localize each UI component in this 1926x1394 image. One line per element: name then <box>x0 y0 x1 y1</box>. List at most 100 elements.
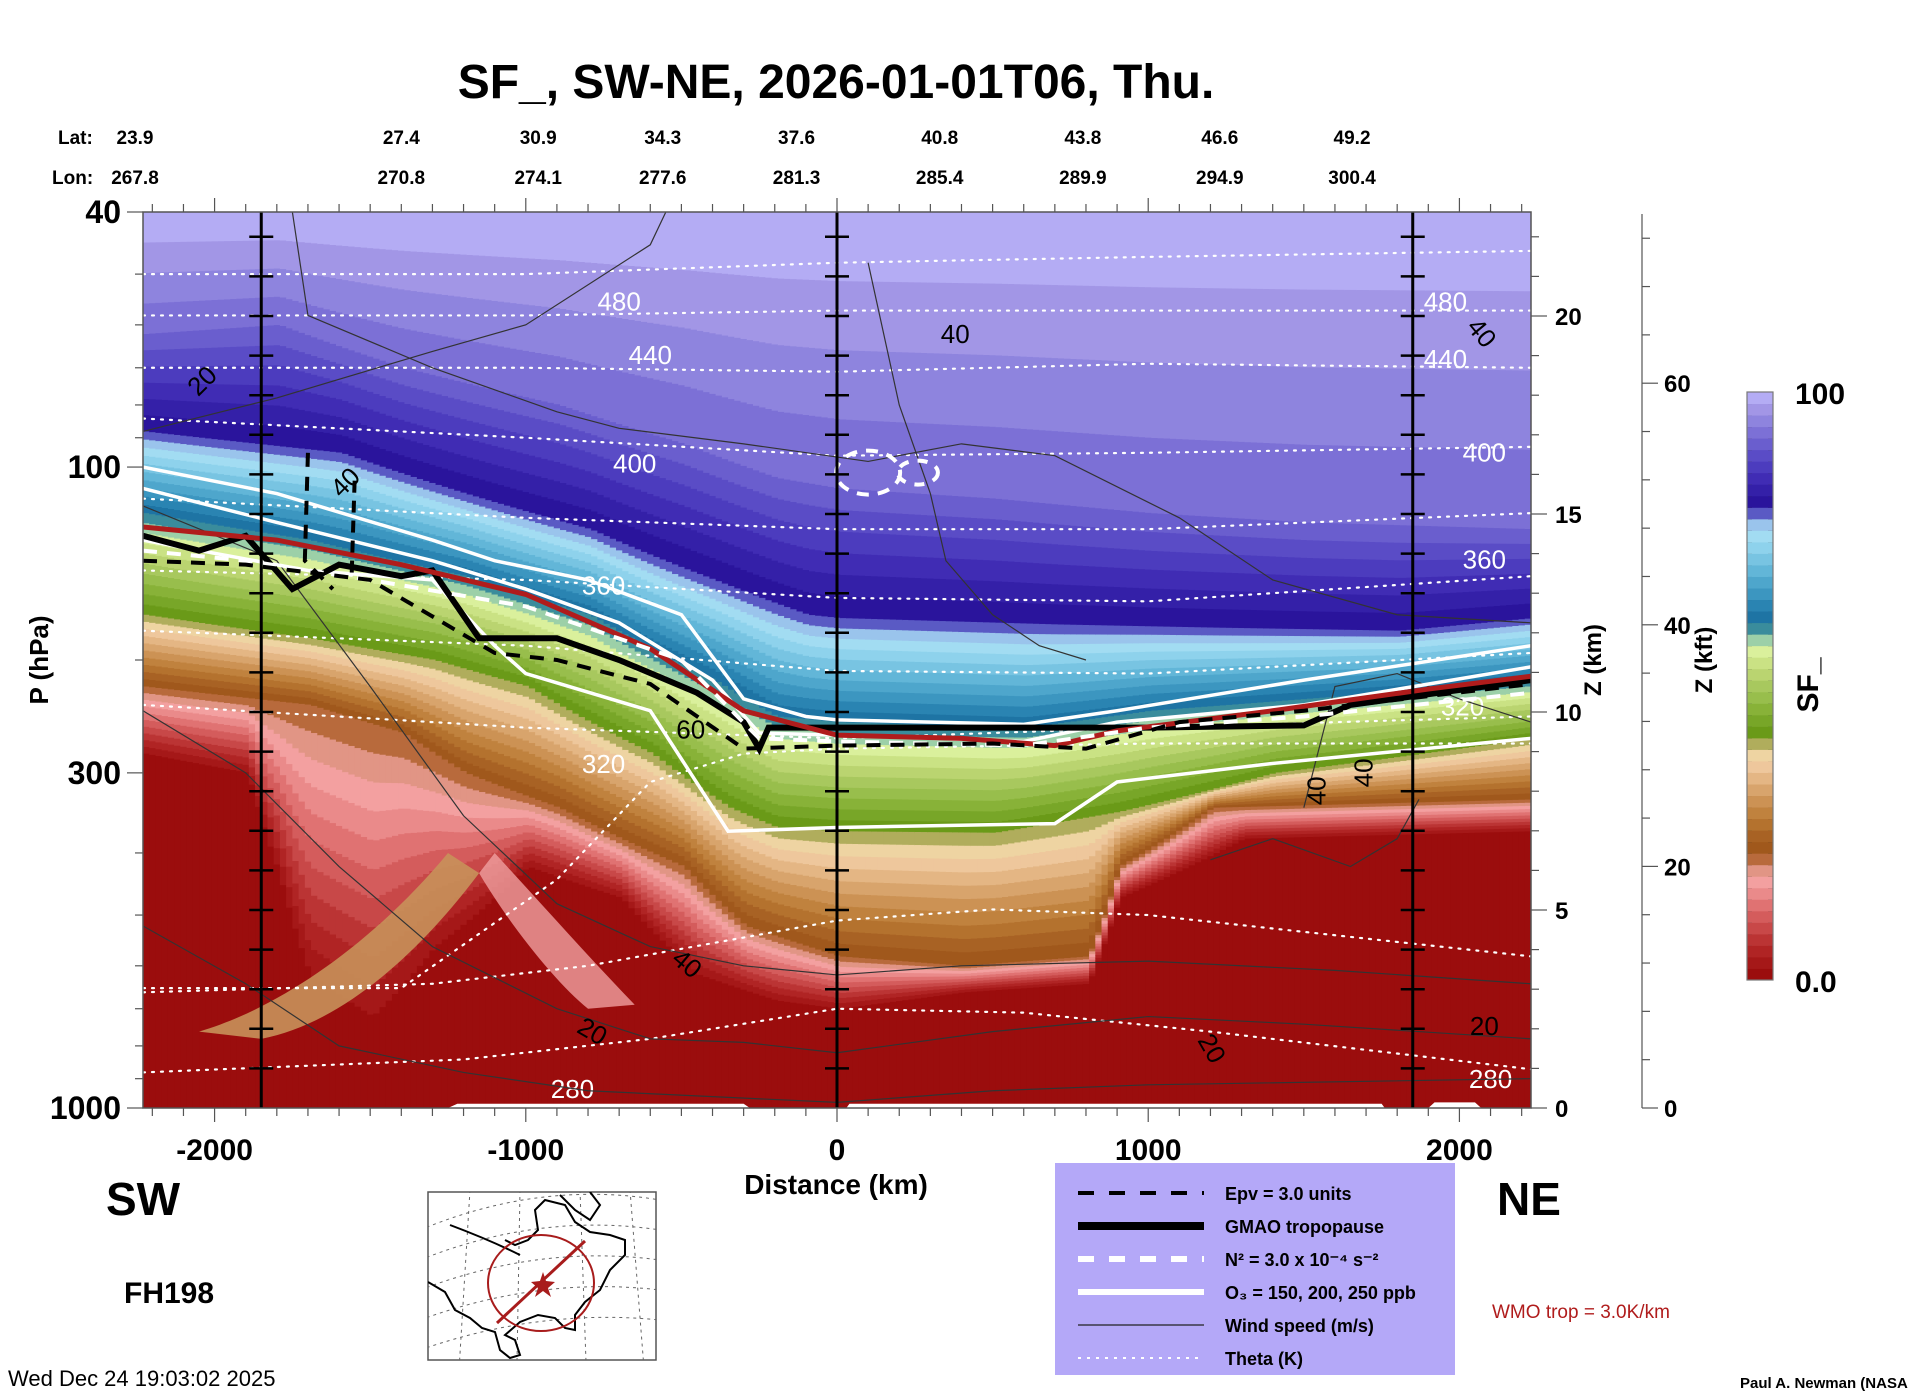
sf-band-cell <box>416 657 424 667</box>
sf-band-cell <box>647 322 654 379</box>
sf-band-cell <box>516 683 524 696</box>
sf-band-cell <box>298 448 306 459</box>
sf-band-cell <box>491 829 499 842</box>
sf-band-cell <box>678 741 686 753</box>
sf-band-cell <box>391 400 399 419</box>
sf-band-cell <box>510 549 518 559</box>
sf-band-cell <box>404 687 412 696</box>
sf-band-cell <box>678 911 686 922</box>
sf-band-cell <box>404 711 412 720</box>
sf-band-cell <box>199 685 206 694</box>
sf-band-cell <box>298 466 306 477</box>
sf-band-cell <box>149 741 157 749</box>
sf-band-cell <box>479 715 486 727</box>
sf-band-cell <box>367 678 374 687</box>
sf-band-cell <box>416 765 424 789</box>
sf-band-cell <box>143 439 150 449</box>
sf-band-cell <box>665 541 673 563</box>
sf-band-cell <box>391 606 399 617</box>
sf-band-cell <box>342 491 349 502</box>
sf-band-cell <box>223 674 231 683</box>
sf-band-cell <box>659 597 667 608</box>
sf-band-cell <box>236 467 244 478</box>
sf-band-cell <box>317 581 325 592</box>
sf-band-cell <box>566 860 574 868</box>
sf-band-cell <box>516 705 524 718</box>
sf-band-cell <box>329 603 337 614</box>
sf-band-cell <box>628 648 636 660</box>
sf-band-cell <box>684 212 692 271</box>
sf-band-cell <box>497 578 505 588</box>
sf-band-cell <box>460 640 468 651</box>
sf-band-cell <box>497 796 505 809</box>
sf-band-cell <box>728 586 735 598</box>
sf-band-cell <box>497 466 505 486</box>
sf-band-cell <box>734 763 742 776</box>
sf-band-cell <box>335 678 343 687</box>
sf-band-cell <box>248 684 256 693</box>
sf-band-cell <box>510 682 518 694</box>
sf-band-cell <box>622 212 630 267</box>
sf-band-cell <box>528 732 536 744</box>
sf-band-cell <box>398 490 406 501</box>
sf-band-cell <box>286 668 293 677</box>
sf-band-cell <box>230 384 237 405</box>
sf-band-cell <box>709 911 717 921</box>
sf-band-cell <box>678 865 686 876</box>
sf-band-cell <box>435 615 443 626</box>
sf-band-cell <box>460 729 468 741</box>
lat-value: 23.9 <box>117 128 154 149</box>
sf-band-cell <box>435 831 443 851</box>
sf-band-cell <box>447 609 455 620</box>
sf-band-cell <box>329 697 337 706</box>
sf-band-cell <box>304 940 312 967</box>
sf-band-cell <box>435 518 443 529</box>
sf-band-cell <box>572 360 580 411</box>
sf-band-cell <box>647 851 654 860</box>
sf-band-cell <box>485 685 493 698</box>
sf-band-cell <box>360 628 368 639</box>
sf-band-cell <box>360 750 368 780</box>
sf-band-cell <box>180 452 188 462</box>
sf-band-cell <box>242 494 250 505</box>
sf-band-cell <box>174 383 181 402</box>
sf-band-cell <box>510 808 518 819</box>
sf-band-cell <box>373 631 381 642</box>
sf-band-cell <box>659 779 667 791</box>
sf-band-cell <box>398 289 406 329</box>
sf-band-cell <box>634 622 642 633</box>
sf-band-cell <box>541 717 549 729</box>
sf-band-cell <box>354 1006 362 1108</box>
sf-band-cell <box>584 699 592 711</box>
sf-band-cell <box>454 524 462 534</box>
sf-band-cell <box>298 874 306 900</box>
sf-band-cell <box>547 811 555 819</box>
sf-band-cell <box>516 867 524 877</box>
sf-band-cell <box>236 662 244 671</box>
sf-band-cell <box>547 751 555 764</box>
sf-band-cell <box>398 661 406 671</box>
sf-band-cell <box>441 662 449 674</box>
sf-band-cell <box>640 798 648 810</box>
sf-band-cell <box>255 720 262 733</box>
sf-band-cell <box>248 643 256 652</box>
sf-band-cell <box>653 693 661 705</box>
sf-band-cell <box>161 587 169 598</box>
sf-band-cell <box>721 665 729 677</box>
sf-band-cell <box>242 772 250 1108</box>
sf-band-cell <box>410 555 418 566</box>
sf-band-cell <box>360 655 368 664</box>
sf-band-cell <box>205 438 213 448</box>
sf-band-cell <box>690 913 698 924</box>
sf-band-cell <box>180 418 188 437</box>
sf-band-cell <box>634 266 642 322</box>
sf-band-cell <box>180 366 188 385</box>
sf-band-cell <box>659 915 667 925</box>
sf-band-cell <box>497 764 505 777</box>
sf-band-cell <box>553 212 561 261</box>
sf-band-cell <box>528 699 536 711</box>
sf-band-cell <box>279 661 287 669</box>
sf-band-cell <box>603 750 611 762</box>
sf-band-cell <box>410 370 418 389</box>
sf-band-cell <box>622 598 630 608</box>
